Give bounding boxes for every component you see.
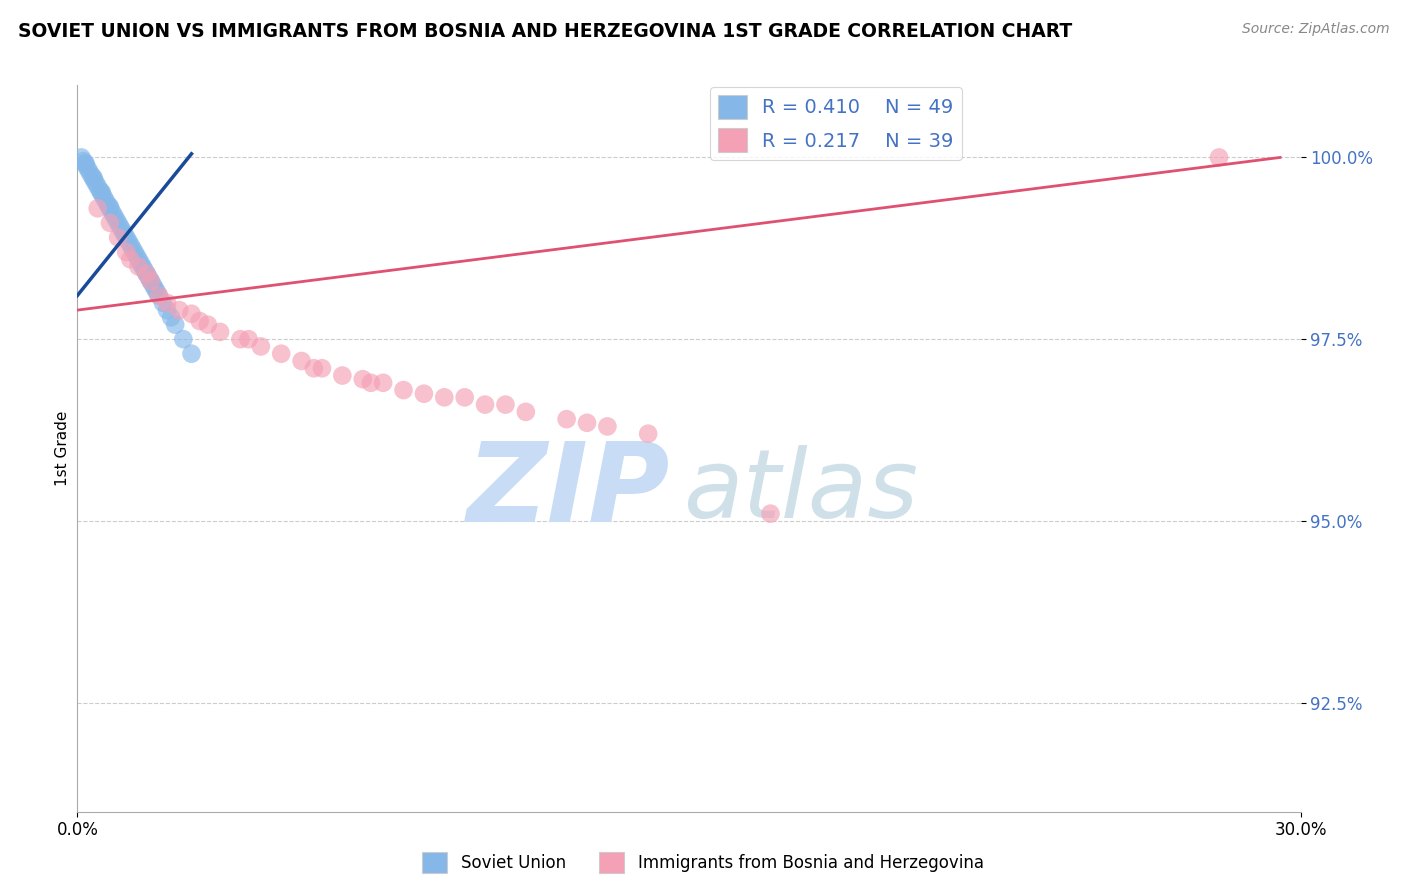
Point — [169, 303, 191, 318]
Point — [83, 172, 105, 186]
Point — [238, 332, 260, 346]
Point — [105, 212, 128, 227]
Point — [131, 260, 153, 274]
Point — [121, 241, 143, 255]
Point — [84, 176, 107, 190]
Point — [172, 332, 194, 346]
Point — [127, 260, 149, 274]
Point — [302, 361, 325, 376]
Point — [142, 277, 165, 292]
Point — [156, 295, 179, 310]
Point — [129, 256, 152, 270]
Point — [453, 390, 475, 404]
Point — [115, 244, 138, 259]
Point — [101, 205, 124, 219]
Point — [474, 398, 496, 412]
Point — [98, 216, 121, 230]
Point — [143, 281, 166, 295]
Point — [127, 252, 149, 267]
Legend: Soviet Union, Immigrants from Bosnia and Herzegovina: Soviet Union, Immigrants from Bosnia and… — [416, 846, 990, 880]
Point — [637, 426, 659, 441]
Point — [94, 194, 117, 208]
Point — [135, 267, 157, 281]
Text: atlas: atlas — [683, 445, 918, 539]
Point — [759, 507, 782, 521]
Point — [160, 310, 183, 325]
Point — [90, 186, 112, 201]
Point — [112, 227, 135, 241]
Point — [332, 368, 354, 383]
Point — [79, 165, 101, 179]
Point — [311, 361, 333, 376]
Point — [107, 216, 129, 230]
Point — [352, 372, 374, 386]
Point — [134, 263, 156, 277]
Point — [515, 405, 537, 419]
Point — [135, 267, 157, 281]
Y-axis label: 1st Grade: 1st Grade — [55, 410, 70, 486]
Text: ZIP: ZIP — [467, 438, 671, 545]
Point — [413, 386, 436, 401]
Point — [433, 390, 456, 404]
Point — [115, 230, 138, 244]
Point — [97, 197, 120, 211]
Text: Source: ZipAtlas.com: Source: ZipAtlas.com — [1241, 22, 1389, 37]
Point — [98, 202, 121, 216]
Point — [75, 158, 97, 172]
Point — [111, 223, 134, 237]
Point — [208, 325, 231, 339]
Point — [360, 376, 382, 390]
Point — [72, 154, 94, 169]
Point — [87, 179, 110, 194]
Point — [1208, 150, 1230, 164]
Point — [392, 383, 415, 397]
Point — [148, 288, 170, 302]
Point — [180, 307, 202, 321]
Point — [555, 412, 578, 426]
Point — [139, 274, 162, 288]
Point — [120, 237, 142, 252]
Point — [270, 347, 292, 361]
Point — [87, 202, 110, 216]
Point — [576, 416, 599, 430]
Point — [229, 332, 252, 346]
Point — [495, 398, 517, 412]
Point — [103, 209, 125, 223]
Point — [80, 169, 103, 183]
Text: SOVIET UNION VS IMMIGRANTS FROM BOSNIA AND HERZEGOVINA 1ST GRADE CORRELATION CHA: SOVIET UNION VS IMMIGRANTS FROM BOSNIA A… — [18, 22, 1073, 41]
Point — [125, 249, 148, 263]
Point — [90, 186, 112, 200]
Point — [120, 252, 142, 267]
Point — [146, 285, 169, 299]
Point — [117, 234, 139, 248]
Point — [139, 274, 162, 288]
Point — [89, 183, 111, 197]
Point — [138, 270, 160, 285]
Point — [188, 314, 211, 328]
Point — [76, 161, 98, 176]
Point — [165, 318, 187, 332]
Point — [98, 200, 121, 214]
Point — [290, 354, 312, 368]
Point — [180, 347, 202, 361]
Point — [124, 244, 146, 259]
Point — [371, 376, 394, 390]
Point — [83, 170, 105, 185]
Point — [152, 295, 174, 310]
Point — [108, 219, 131, 234]
Point — [156, 303, 179, 318]
Point — [93, 190, 115, 204]
Point — [250, 339, 273, 353]
Point — [70, 150, 93, 164]
Point — [75, 156, 97, 170]
Point — [197, 318, 219, 332]
Point — [148, 288, 170, 302]
Legend: R = 0.410    N = 49, R = 0.217    N = 39: R = 0.410 N = 49, R = 0.217 N = 39 — [710, 87, 962, 160]
Point — [596, 419, 619, 434]
Point — [107, 230, 129, 244]
